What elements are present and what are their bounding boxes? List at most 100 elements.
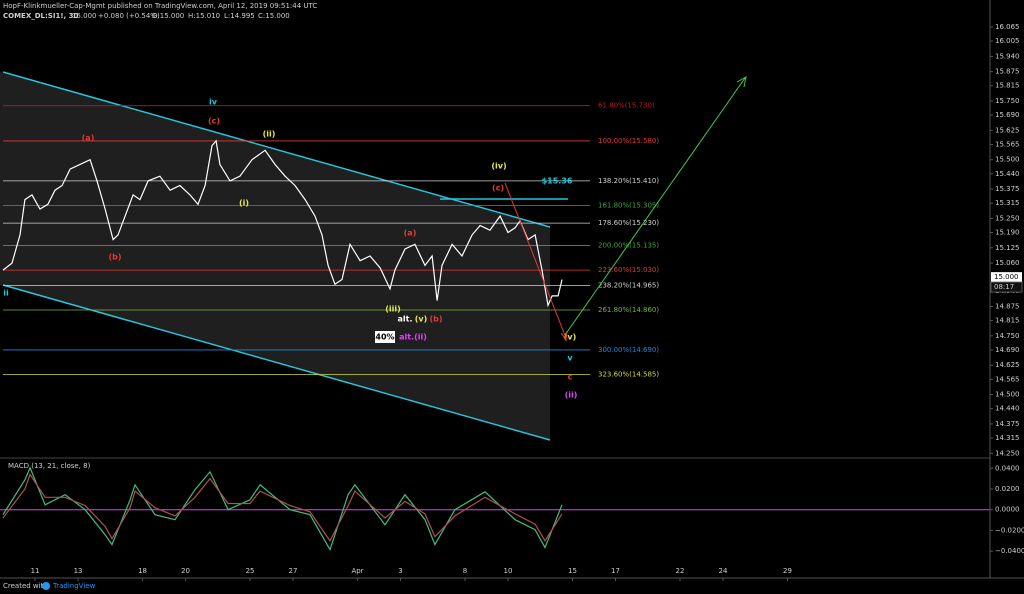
x-tick-label: 20 [181, 567, 190, 575]
series-line [2, 139, 563, 308]
close: C:15.000 [258, 12, 290, 20]
y-tick-label: 0.0000 [995, 506, 1020, 514]
annotation: (ii) [565, 391, 578, 400]
fib-label: 261.80%(14.860) [598, 306, 659, 314]
annotation: alt.(ii) [399, 333, 427, 342]
y-tick-label: 15.815 [995, 82, 1020, 90]
y-tick-label: 14.375 [995, 420, 1020, 428]
x-tick-label: 29 [783, 567, 792, 575]
annotation: (v) [415, 315, 428, 324]
last: 15.000 [72, 12, 97, 20]
y-tick-label: 14.315 [995, 434, 1020, 442]
x-tick-label: 27 [289, 567, 298, 575]
annotation: alt. [397, 315, 412, 324]
y-tick-label: 15.940 [995, 52, 1020, 60]
fib-label: 161.80%(15.305) [598, 202, 659, 210]
y-tick-label: 14.625 [995, 361, 1020, 369]
y-tick-label: 16.065 [995, 23, 1020, 31]
symbol: COMEX_DL:SI1!, 30 [3, 12, 78, 20]
countdown: 08:17 [994, 283, 1014, 291]
channel-shade [0, 72, 550, 440]
down-arrow [504, 182, 567, 339]
fib-label: 223.60%(15.030) [598, 266, 659, 274]
annotation: (iii) [385, 305, 401, 314]
x-tick-label: 17 [611, 567, 620, 575]
annotation: 40% [375, 333, 394, 342]
annotation-box [375, 331, 395, 343]
annotation: (ii) [263, 130, 276, 139]
y-tick-label: −0.0400 [995, 547, 1024, 555]
y-tick-label: 15.440 [995, 170, 1020, 178]
fib-label: 323.60%(14.585) [598, 371, 659, 379]
plot: iv(c)(a) (ii)(i)(b)(a)(iii)alt. (v) (b)(iv)… [0, 98, 990, 552]
fib-label: 238.20%(14.965) [598, 281, 659, 289]
y-tick-label: 15.625 [995, 126, 1020, 134]
x-tick-label: 13 [74, 567, 83, 575]
annotation: $15.36 [542, 177, 573, 186]
annotation: (v) [564, 333, 577, 342]
macd-title: MACD (13, 21, close, 8) [8, 462, 91, 470]
annotation: (i) [239, 199, 249, 208]
fib-label: 300.00%(14.690) [598, 346, 659, 354]
x-tick-label: 3 [398, 567, 402, 575]
y-tick-label: 14.440 [995, 405, 1020, 413]
fib-label: 178.60%(15.230) [598, 219, 659, 227]
x-tick-label: 24 [719, 567, 728, 575]
y-tick-label: 15.565 [995, 140, 1020, 148]
created-with: Created with [3, 582, 48, 590]
y-tick-label: 0.0200 [995, 485, 1020, 493]
y-tick-label: 14.750 [995, 332, 1020, 340]
change: +0.080 (+0.54%) [98, 12, 160, 20]
y-tick-label: 14.500 [995, 391, 1020, 399]
y-tick-label: 14.565 [995, 375, 1020, 383]
x-tick-label: 10 [504, 567, 513, 575]
x-tick-label: 18 [138, 567, 147, 575]
y-tick-label: 0.0400 [995, 464, 1020, 472]
y-tick-label: 15.190 [995, 229, 1020, 237]
annotation: (c) [492, 184, 504, 193]
annotation: iv [209, 98, 218, 107]
annotation: ii [3, 289, 9, 298]
publish-info: HopF-Klinkmueller-Cap-Mgmt published on … [3, 2, 317, 10]
annotation: v [567, 354, 573, 363]
y-tick-label: 14.250 [995, 449, 1020, 457]
channel-lower [2, 284, 551, 441]
channel-upper [2, 71, 551, 228]
y-tick-label: 15.125 [995, 244, 1020, 252]
down-arrow-head [560, 330, 568, 342]
annotation: c [568, 373, 573, 382]
y-tick-label: 14.815 [995, 317, 1020, 325]
annotation: (c) [208, 117, 220, 126]
y-tick-label: −0.0200 [995, 526, 1024, 534]
brand: TradingView [52, 582, 96, 590]
low: L:14.995 [224, 12, 255, 20]
x-tick-label: 11 [31, 567, 40, 575]
y-tick-label: 15.690 [995, 111, 1020, 119]
y-tick-label: 14.875 [995, 303, 1020, 311]
y-tick-label: 14.690 [995, 346, 1020, 354]
x-tick-label: 15 [568, 567, 577, 575]
annotation: (b) [429, 315, 442, 324]
series-line [2, 466, 563, 552]
y-tick-label: 15.500 [995, 156, 1020, 164]
annotation: (iv) [491, 162, 506, 171]
x-tick-label: Apr [351, 567, 363, 575]
annotation: (b) [108, 253, 121, 262]
fib-label: 100.00%(15.580) [598, 137, 659, 145]
last-price-label: 15.000 [994, 273, 1019, 281]
y-tick-label: 15.060 [995, 259, 1020, 267]
fib-label: 138.20%(15.410) [598, 177, 659, 185]
y-tick-label: 15.750 [995, 97, 1020, 105]
x-tick-label: 22 [676, 567, 685, 575]
series-line [2, 473, 563, 542]
up-arrow [564, 77, 746, 336]
x-tick-label: 8 [463, 567, 467, 575]
annotation: (a) [82, 134, 95, 143]
high: H:15.010 [188, 12, 220, 20]
open: O:15.000 [152, 12, 184, 20]
fib-levels: 61.80%(15.730) 100.00%(15.580) 138.20%(15.… [3, 102, 659, 379]
y-tick-label: 16.005 [995, 37, 1020, 45]
countdown-box [990, 281, 1023, 293]
